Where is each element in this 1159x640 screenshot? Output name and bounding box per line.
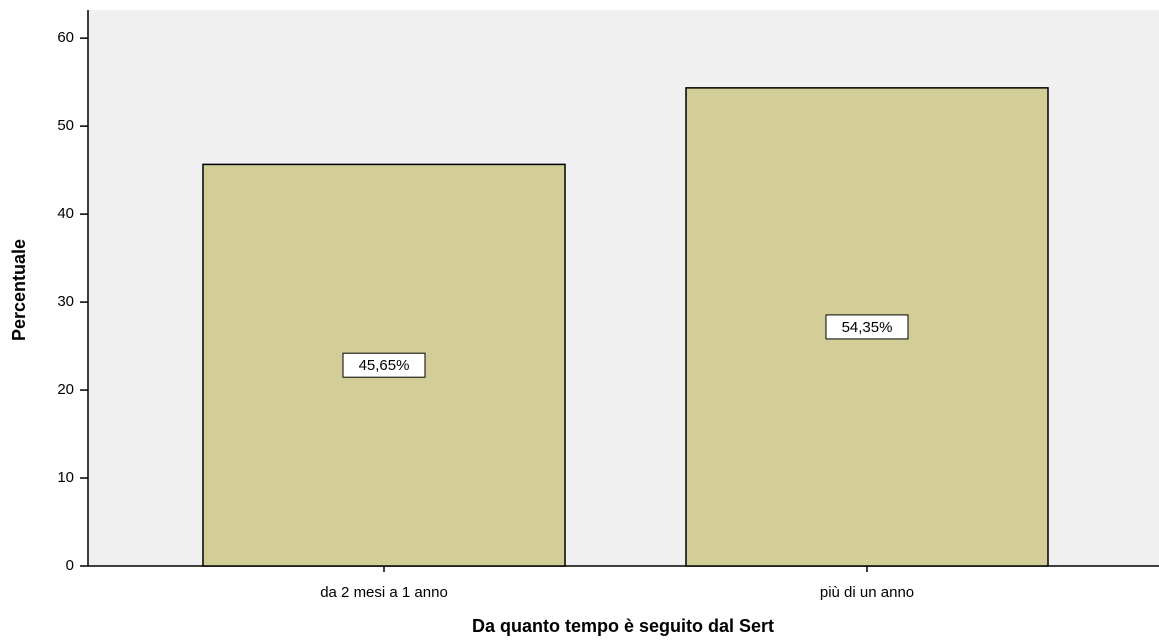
y-tick-label: 10	[57, 469, 74, 486]
x-tick-label: più di un anno	[820, 584, 914, 601]
y-tick-label: 60	[57, 29, 74, 46]
y-axis-title: Percentuale	[9, 239, 29, 341]
value-label: 54,35%	[842, 319, 893, 336]
x-tick-label: da 2 mesi a 1 anno	[320, 584, 448, 601]
value-label: 45,65%	[359, 357, 410, 374]
value-label-box	[342, 352, 426, 378]
y-tick-label: 50	[57, 117, 74, 134]
x-axis-title: Da quanto tempo è seguito dal Sert	[472, 616, 774, 636]
y-tick-label: 30	[57, 293, 74, 310]
value-label-box	[825, 314, 909, 340]
y-tick-label: 0	[66, 557, 74, 574]
y-tick-label: 40	[57, 205, 74, 222]
y-tick-label: 20	[57, 381, 74, 398]
